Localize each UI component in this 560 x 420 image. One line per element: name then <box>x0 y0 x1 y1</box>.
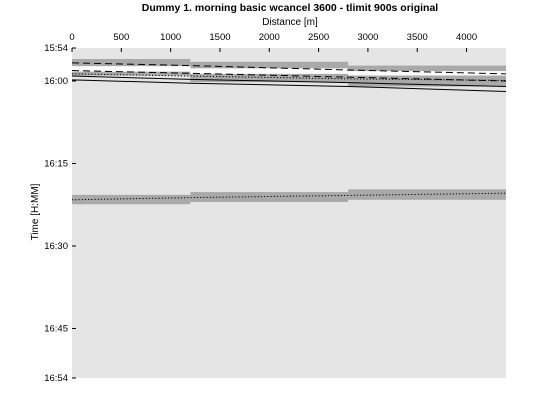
train-line-3 <box>71 75 507 87</box>
x-tick-label: 0 <box>69 32 74 43</box>
y-tick-label: 16:30 <box>44 241 68 252</box>
occupation-block-3 <box>72 194 191 205</box>
train-line-4 <box>71 79 507 92</box>
x-tick-label: 2500 <box>308 32 329 43</box>
train-lines <box>71 62 507 201</box>
x-tick-label: 1500 <box>209 32 230 43</box>
y-tick-label: 16:54 <box>44 373 68 384</box>
x-tick-label: 2000 <box>259 32 280 43</box>
x-axis-ticks: 0 500 1000 1500 2000 2500 3000 3500 4000 <box>69 32 477 52</box>
y-tick-label: 16:00 <box>44 76 68 87</box>
plot-area <box>72 48 506 378</box>
y-tick-label: 16:15 <box>44 159 68 170</box>
x-tick-label: 4000 <box>456 32 477 43</box>
free-gap-0 <box>72 66 191 72</box>
train-line-1 <box>71 70 507 82</box>
occupation-block-4 <box>190 192 349 202</box>
x-tick-label: 500 <box>113 32 129 43</box>
x-axis-label: Distance [m] <box>262 17 318 28</box>
x-tick-label: 3500 <box>407 32 428 43</box>
y-tick-label: 15:54 <box>44 43 68 54</box>
x-tick-label: 1000 <box>160 32 181 43</box>
free-gap-2 <box>348 71 506 76</box>
y-axis-ticks: 15:54 16:00 16:15 16:30 16:45 16:54 <box>44 43 76 384</box>
y-axis-label: Time [H:MM] <box>30 183 41 240</box>
occupation-block-2 <box>348 65 506 87</box>
x-tick-label: 3000 <box>357 32 378 43</box>
chart-title: Dummy 1. morning basic wcancel 3600 - tl… <box>142 2 439 14</box>
train-line-0 <box>71 62 507 75</box>
free-gap-1 <box>190 68 349 74</box>
free-gaps <box>72 66 506 76</box>
y-tick-label: 16:45 <box>44 324 68 335</box>
occupation-block-5 <box>348 189 506 200</box>
